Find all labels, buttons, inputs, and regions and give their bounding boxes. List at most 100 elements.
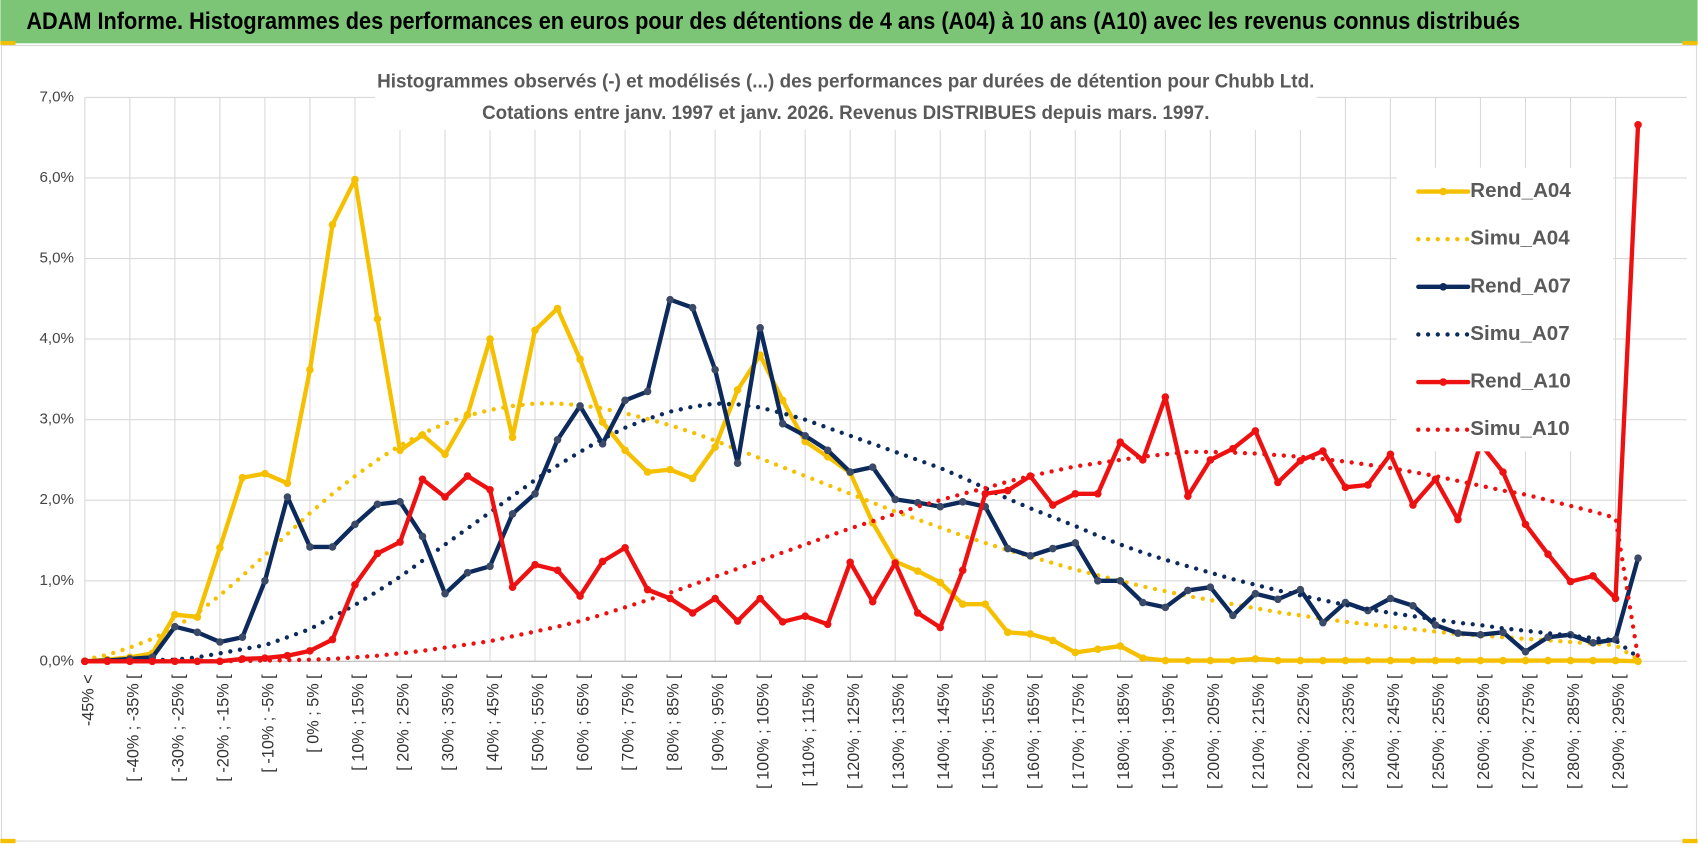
point [1589, 639, 1597, 647]
point [351, 175, 359, 184]
x-tick-label: [ 180% ; 185% [ [1115, 674, 1133, 789]
page-title: ADAM Informe. Histogrammes des performan… [26, 8, 1520, 35]
point [576, 402, 584, 410]
point [1251, 655, 1260, 663]
point [756, 324, 764, 332]
point [778, 618, 787, 626]
point [306, 365, 314, 374]
point [733, 386, 742, 394]
x-tick-label: [ 90% ; 95% [ [710, 674, 728, 771]
legend-marker [1439, 378, 1448, 386]
x-tick-label: [ -40% ; -35% [ [124, 674, 142, 782]
point [1589, 572, 1597, 580]
x-tick-label: [ 30% ; 35% [ [440, 674, 458, 771]
point [1341, 656, 1350, 665]
point [531, 326, 539, 335]
x-tick-label: [ 140% ; 145% [ [935, 674, 953, 789]
point [1229, 444, 1237, 453]
point [1026, 552, 1035, 560]
point [328, 635, 337, 644]
point [846, 558, 854, 567]
corner-mark [0, 41, 16, 46]
corner-mark [1682, 41, 1698, 46]
x-tick-label: [ 290% ; 295% [ [1610, 674, 1628, 789]
point [868, 463, 877, 471]
point [171, 622, 179, 631]
point [441, 450, 449, 459]
point [688, 474, 697, 483]
x-tick-label: [ 20% ; 25% [ [395, 674, 413, 771]
x-tick-label: [ 0% ; 5% [ [305, 674, 323, 753]
point [283, 651, 292, 660]
point [1454, 656, 1462, 665]
x-tick-label: [ -30% ; -25% [ [169, 674, 187, 782]
y-tick-label: 0,0% [39, 652, 74, 669]
point [1296, 656, 1305, 665]
point [508, 510, 517, 518]
point [1094, 645, 1102, 654]
point [733, 617, 742, 625]
point [418, 475, 427, 484]
point [373, 549, 382, 558]
point [733, 459, 742, 467]
x-tick-label: [ 170% ; 175% [ [1070, 674, 1088, 789]
point [171, 610, 179, 619]
x-tick-label: [ 100% ; 105% [ [755, 674, 773, 789]
point [576, 355, 584, 364]
point [441, 589, 449, 598]
point [396, 446, 404, 455]
point [126, 657, 134, 666]
point [711, 443, 719, 451]
simulated-line [82, 449, 1641, 664]
point [486, 562, 494, 571]
x-tick-label: [ 190% ; 195% [ [1160, 674, 1178, 789]
legend-label: Simu_A07 [1470, 322, 1569, 345]
point [778, 419, 787, 428]
point [1566, 656, 1575, 665]
point [328, 543, 337, 551]
point [1364, 481, 1372, 489]
x-tick-label: [ 70% ; 75% [ [620, 674, 638, 771]
point [1566, 577, 1575, 586]
point [1431, 621, 1440, 629]
point [643, 585, 652, 594]
point [1161, 393, 1170, 401]
point [891, 495, 900, 504]
point [1229, 656, 1237, 665]
legend-marker [1439, 187, 1448, 196]
point [306, 647, 314, 655]
y-tick-label: 5,0% [39, 250, 74, 267]
point [1139, 654, 1147, 662]
simulated-line [82, 401, 1641, 664]
x-tick-label: [ 270% ; 275% [ [1520, 674, 1538, 789]
point [1476, 630, 1485, 639]
point [553, 304, 562, 313]
x-tick-label: [ 120% ; 125% [ [845, 674, 863, 789]
point [351, 581, 359, 589]
point [778, 396, 787, 405]
point [1094, 576, 1102, 585]
point [1251, 427, 1260, 435]
x-tick-label: [ -10% ; -5% [ [260, 674, 278, 773]
point [576, 592, 584, 600]
x-tick-label: [ 220% ; 225% [ [1295, 674, 1313, 789]
legend-label: Rend_A07 [1470, 274, 1571, 297]
legend-background [1396, 167, 1614, 452]
point [598, 418, 607, 426]
point [1409, 501, 1417, 509]
point [1161, 656, 1170, 665]
x-tick-label: [ 230% ; 235% [ [1340, 674, 1358, 789]
x-tick-label: -45% < [79, 674, 97, 726]
point [958, 498, 967, 506]
corner-mark [0, 838, 16, 844]
y-tick-label: 1,0% [39, 572, 74, 589]
point [1003, 544, 1012, 553]
point [958, 566, 967, 575]
point [1341, 483, 1350, 492]
point [1319, 656, 1327, 665]
point [1206, 656, 1215, 665]
point [801, 431, 809, 440]
point [1071, 648, 1080, 657]
point [958, 600, 967, 608]
point [666, 594, 674, 603]
